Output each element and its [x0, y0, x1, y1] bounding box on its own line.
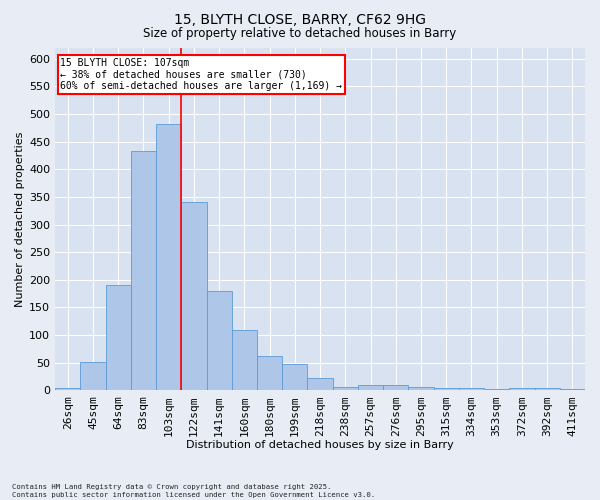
Bar [509, 388, 535, 390]
Bar [459, 388, 484, 390]
Bar [232, 330, 257, 390]
Text: Size of property relative to detached houses in Barry: Size of property relative to detached ho… [143, 28, 457, 40]
X-axis label: Distribution of detached houses by size in Barry: Distribution of detached houses by size … [186, 440, 454, 450]
Bar [383, 385, 409, 390]
Bar [535, 388, 560, 390]
Bar [257, 356, 282, 390]
Bar [206, 291, 232, 390]
Bar [156, 124, 181, 390]
Y-axis label: Number of detached properties: Number of detached properties [15, 132, 25, 306]
Bar [434, 388, 459, 390]
Bar [131, 152, 156, 390]
Bar [358, 385, 383, 390]
Bar [282, 364, 307, 390]
Text: 15, BLYTH CLOSE, BARRY, CF62 9HG: 15, BLYTH CLOSE, BARRY, CF62 9HG [174, 12, 426, 26]
Bar [409, 387, 434, 390]
Bar [55, 388, 80, 390]
Text: Contains HM Land Registry data © Crown copyright and database right 2025.
Contai: Contains HM Land Registry data © Crown c… [12, 484, 375, 498]
Bar [80, 362, 106, 390]
Bar [307, 378, 332, 390]
Bar [106, 286, 131, 391]
Bar [181, 202, 206, 390]
Bar [332, 386, 358, 390]
Text: 15 BLYTH CLOSE: 107sqm
← 38% of detached houses are smaller (730)
60% of semi-de: 15 BLYTH CLOSE: 107sqm ← 38% of detached… [61, 58, 343, 91]
